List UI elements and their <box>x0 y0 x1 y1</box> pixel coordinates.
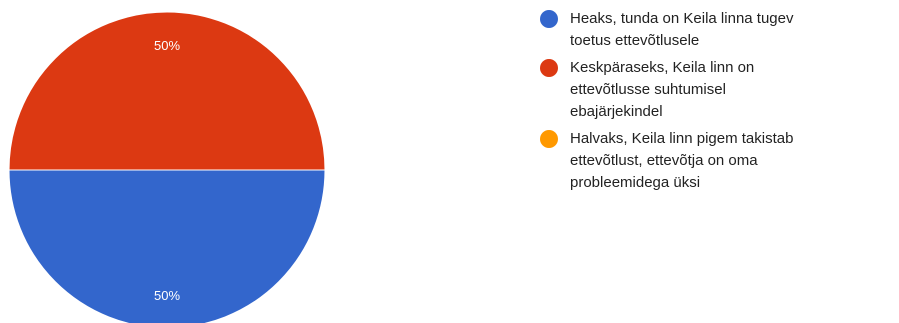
legend-swatch-icon <box>540 10 558 28</box>
legend-label-line: toetus ettevõtlusele <box>570 32 700 49</box>
legend-label-line: ettevõtlusse suhtumisel <box>570 81 726 98</box>
legend-label: Heaks, tunda on Keila linna tugev toetus… <box>570 8 895 52</box>
pie-slice-label-1: 50% <box>154 38 180 53</box>
chart-legend: Heaks, tunda on Keila linna tugev toetus… <box>540 8 895 199</box>
legend-label-line: probleemidega üksi <box>570 174 701 191</box>
legend-swatch-icon <box>540 59 558 77</box>
legend-item-halvaks[interactable]: Halvaks, Keila linn pigem takistab ettev… <box>540 128 895 194</box>
legend-label-line: Keskpäraseks, Keila linn on <box>570 59 755 76</box>
legend-item-keskparaseks[interactable]: Keskpäraseks, Keila linn on ettevõtlusse… <box>540 57 895 123</box>
legend-label-line: Halvaks, Keila linn pigem takistab <box>570 130 794 147</box>
legend-label-line: ettevõtlust, ettevõtja on oma <box>570 152 758 169</box>
pie-slice-label-0: 50% <box>154 288 180 303</box>
pie-slice-1[interactable] <box>8 11 326 171</box>
legend-label-line: ebajärjekindel <box>570 103 663 120</box>
legend-swatch-icon <box>540 130 558 148</box>
legend-item-heaks[interactable]: Heaks, tunda on Keila linna tugev toetus… <box>540 8 895 52</box>
pie-slices <box>8 11 326 323</box>
pie-slice-labels: 50% 50% <box>154 38 180 303</box>
legend-label: Halvaks, Keila linn pigem takistab ettev… <box>570 128 895 194</box>
pie-slice-0[interactable] <box>8 169 326 323</box>
legend-label: Keskpäraseks, Keila linn on ettevõtlusse… <box>570 57 895 123</box>
legend-label-line: Heaks, tunda on Keila linna tugev <box>570 10 794 27</box>
